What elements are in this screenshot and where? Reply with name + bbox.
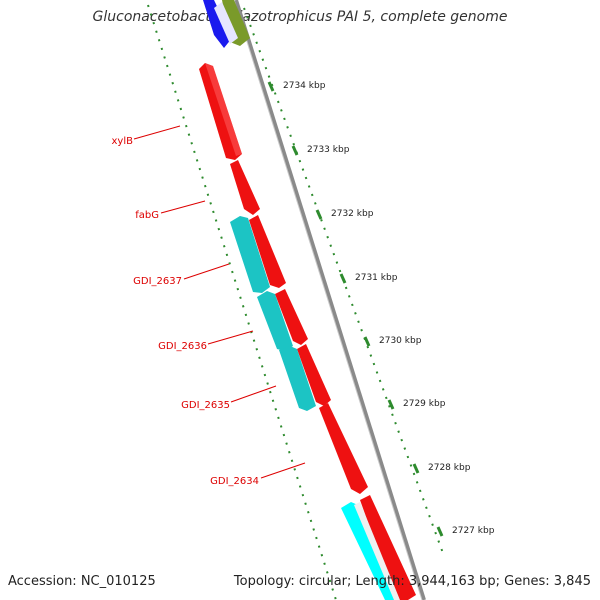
gene-GDI_2636-fwd	[275, 289, 308, 345]
tick-label: 2731 kbp	[355, 273, 398, 283]
gene-label-GDI_2636: GDI_2636	[158, 341, 207, 352]
tick-labels: 2734 kbp 2733 kbp 2732 kbp 2731 kbp 2730 kbp…	[283, 81, 495, 536]
gene-GDI_2637-fwd	[249, 215, 286, 288]
backbone-arc	[234, 0, 426, 600]
gene-GDI_2634-fwd	[319, 403, 368, 494]
gene-label-leaders	[133, 125, 306, 479]
leader-xylB	[133, 125, 181, 140]
inner-track	[147, 4, 337, 600]
gene-bottom-fwd	[360, 495, 416, 600]
gene-bottom-white	[354, 502, 400, 600]
tick-label: 2733 kbp	[307, 145, 350, 155]
tick-mark	[339, 273, 347, 284]
tick-label: 2727 kbp	[452, 526, 495, 536]
tick-label: 2729 kbp	[403, 399, 446, 409]
gene-GDI_2636	[257, 291, 293, 351]
tick-mark	[387, 399, 395, 410]
tick-mark	[412, 463, 420, 474]
tick-mark	[315, 209, 323, 220]
gene-label-xylB: xylB	[112, 136, 134, 147]
gene-GDI_2635	[279, 346, 316, 411]
blue-gene	[203, 0, 232, 48]
white-gene	[214, 2, 238, 44]
gene-label-fabG: fabG	[135, 210, 159, 221]
tick-label: 2728 kbp	[428, 463, 471, 473]
gene-fabG	[230, 160, 260, 215]
tick-mark	[267, 81, 275, 92]
tick-label: 2730 kbp	[379, 336, 422, 346]
accession-text: Accession: NC_010125	[8, 574, 156, 589]
gene-label-GDI_2635: GDI_2635	[181, 400, 230, 411]
gene-GDI_2637	[230, 216, 270, 293]
tick-marks	[267, 81, 444, 537]
genome-summary-text: Topology: circular; Length: 3,944,163 bp…	[233, 574, 591, 589]
tick-label: 2734 kbp	[283, 81, 326, 91]
map-title: Gluconacetobacter diazotrophicus PAI 5, …	[92, 9, 508, 25]
leader-fabG	[160, 200, 206, 214]
leader-GDI_2637	[183, 263, 230, 280]
tick-label: 2732 kbp	[331, 209, 374, 219]
leader-GDI_2635	[230, 385, 277, 403]
tick-mark	[363, 336, 371, 347]
tick-mark	[436, 526, 444, 537]
gene-label-GDI_2634: GDI_2634	[210, 476, 259, 487]
gene-label-GDI_2637: GDI_2637	[133, 276, 182, 287]
gene-xylB-shade	[205, 63, 242, 156]
tick-mark	[291, 145, 299, 156]
gene-GDI_2635-fwd	[297, 344, 331, 406]
leader-GDI_2636	[207, 330, 254, 345]
tick-track	[243, 7, 445, 557]
leader-GDI_2634	[260, 462, 306, 479]
